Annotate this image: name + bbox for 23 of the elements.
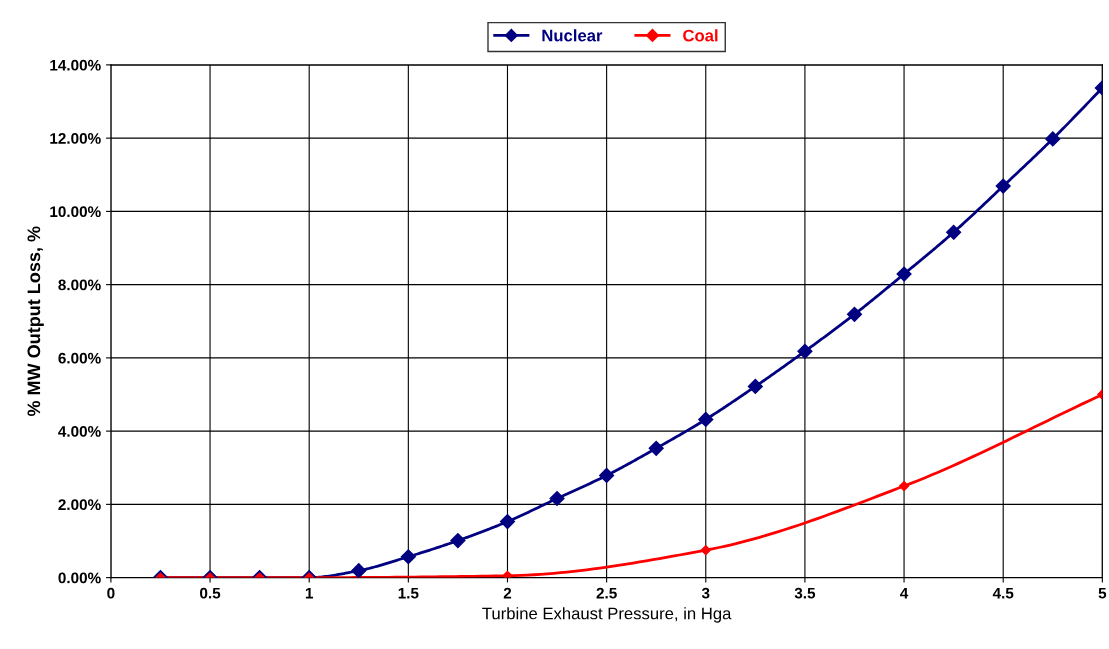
x-axis-title: Turbine Exhaust Pressure, in Hga [482, 607, 732, 623]
x-tick-label: 4 [900, 587, 909, 599]
y-tick-label: 12.00% [50, 133, 101, 144]
y-tick-label: 0.00% [58, 572, 101, 584]
y-tick-label: 8.00% [58, 279, 101, 291]
x-tick-label: 0.5 [200, 587, 221, 599]
y-tick-label: 10.00% [50, 206, 101, 218]
y-axis-title: % MW Output Loss, % [27, 226, 44, 417]
legend-label: Nuclear [542, 29, 603, 42]
y-tick-label: 6.00% [58, 352, 101, 364]
y-tick-label: 4.00% [58, 425, 101, 437]
y-tick-label: 2.00% [58, 499, 101, 511]
x-tick-label: 1 [305, 587, 314, 599]
y-tick-label: 14.00% [50, 59, 101, 71]
x-tick-label: 5 [1098, 587, 1107, 599]
x-tick-label: 0 [107, 587, 115, 599]
x-tick-label: 3.5 [794, 587, 816, 599]
x-tick-label: 4.5 [992, 587, 1014, 599]
x-tick-label: 2.5 [596, 587, 617, 599]
x-tick-label: 3 [701, 587, 710, 599]
legend-label: Coal [683, 29, 718, 42]
x-tick-label: 1.5 [398, 587, 419, 599]
x-tick-label: 2 [503, 587, 512, 599]
